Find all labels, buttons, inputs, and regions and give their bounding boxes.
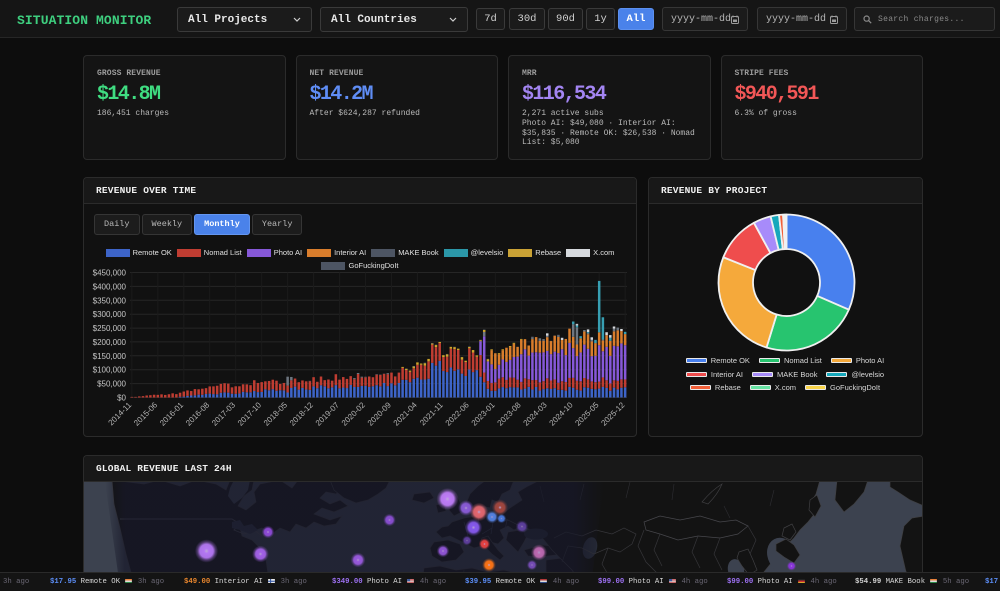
svg-text:2017-03: 2017-03 — [210, 400, 238, 428]
svg-text:2016-08: 2016-08 — [184, 400, 212, 428]
svg-text:2014-11: 2014-11 — [107, 400, 134, 427]
svg-text:2021-04: 2021-04 — [392, 400, 420, 428]
svg-text:$0: $0 — [117, 394, 126, 403]
svg-text:$350,000: $350,000 — [93, 296, 127, 305]
svg-text:2025-12: 2025-12 — [599, 400, 627, 428]
svg-text:2022-06: 2022-06 — [444, 400, 472, 428]
svg-text:2023-01: 2023-01 — [470, 400, 498, 428]
svg-text:2021-11: 2021-11 — [418, 400, 445, 427]
svg-text:2018-05: 2018-05 — [262, 400, 290, 428]
svg-text:2020-02: 2020-02 — [340, 400, 368, 428]
svg-text:$400,000: $400,000 — [93, 282, 127, 291]
svg-text:$50,000: $50,000 — [97, 380, 126, 389]
svg-text:$450,000: $450,000 — [93, 269, 127, 278]
svg-text:2019-07: 2019-07 — [314, 400, 342, 428]
svg-text:$300,000: $300,000 — [93, 310, 127, 319]
svg-text:2025-05: 2025-05 — [573, 400, 601, 428]
svg-text:$150,000: $150,000 — [93, 352, 127, 361]
svg-text:$250,000: $250,000 — [93, 324, 127, 333]
svg-text:2015-06: 2015-06 — [132, 400, 160, 428]
svg-text:2024-10: 2024-10 — [548, 400, 576, 428]
svg-text:$200,000: $200,000 — [93, 338, 127, 347]
svg-text:2023-08: 2023-08 — [496, 400, 524, 428]
svg-text:2016-01: 2016-01 — [158, 400, 186, 428]
svg-text:2018-12: 2018-12 — [288, 400, 316, 428]
svg-text:2024-03: 2024-03 — [522, 400, 550, 428]
svg-text:$100,000: $100,000 — [93, 366, 127, 375]
svg-text:2017-10: 2017-10 — [236, 400, 264, 428]
svg-text:2020-09: 2020-09 — [366, 400, 394, 428]
